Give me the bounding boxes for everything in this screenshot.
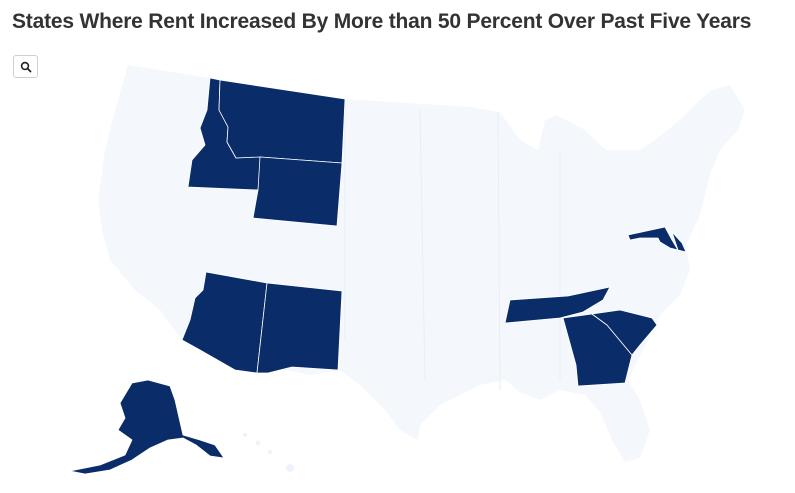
- zoom-button[interactable]: [13, 55, 38, 78]
- state-delaware[interactable]: [671, 231, 687, 253]
- search-icon: [20, 61, 31, 72]
- us-base-map: [98, 65, 745, 462]
- state-maryland[interactable]: [627, 226, 679, 251]
- state-montana[interactable]: [218, 79, 346, 164]
- page-title: States Where Rent Increased By More than…: [12, 10, 752, 33]
- state-wyoming[interactable]: [252, 156, 343, 227]
- state-south-carolina[interactable]: [591, 309, 658, 356]
- hawaii-islands: [243, 433, 294, 472]
- state-tennessee[interactable]: [504, 286, 611, 324]
- state-new-mexico[interactable]: [256, 282, 343, 374]
- state-alaska[interactable]: [69, 379, 225, 475]
